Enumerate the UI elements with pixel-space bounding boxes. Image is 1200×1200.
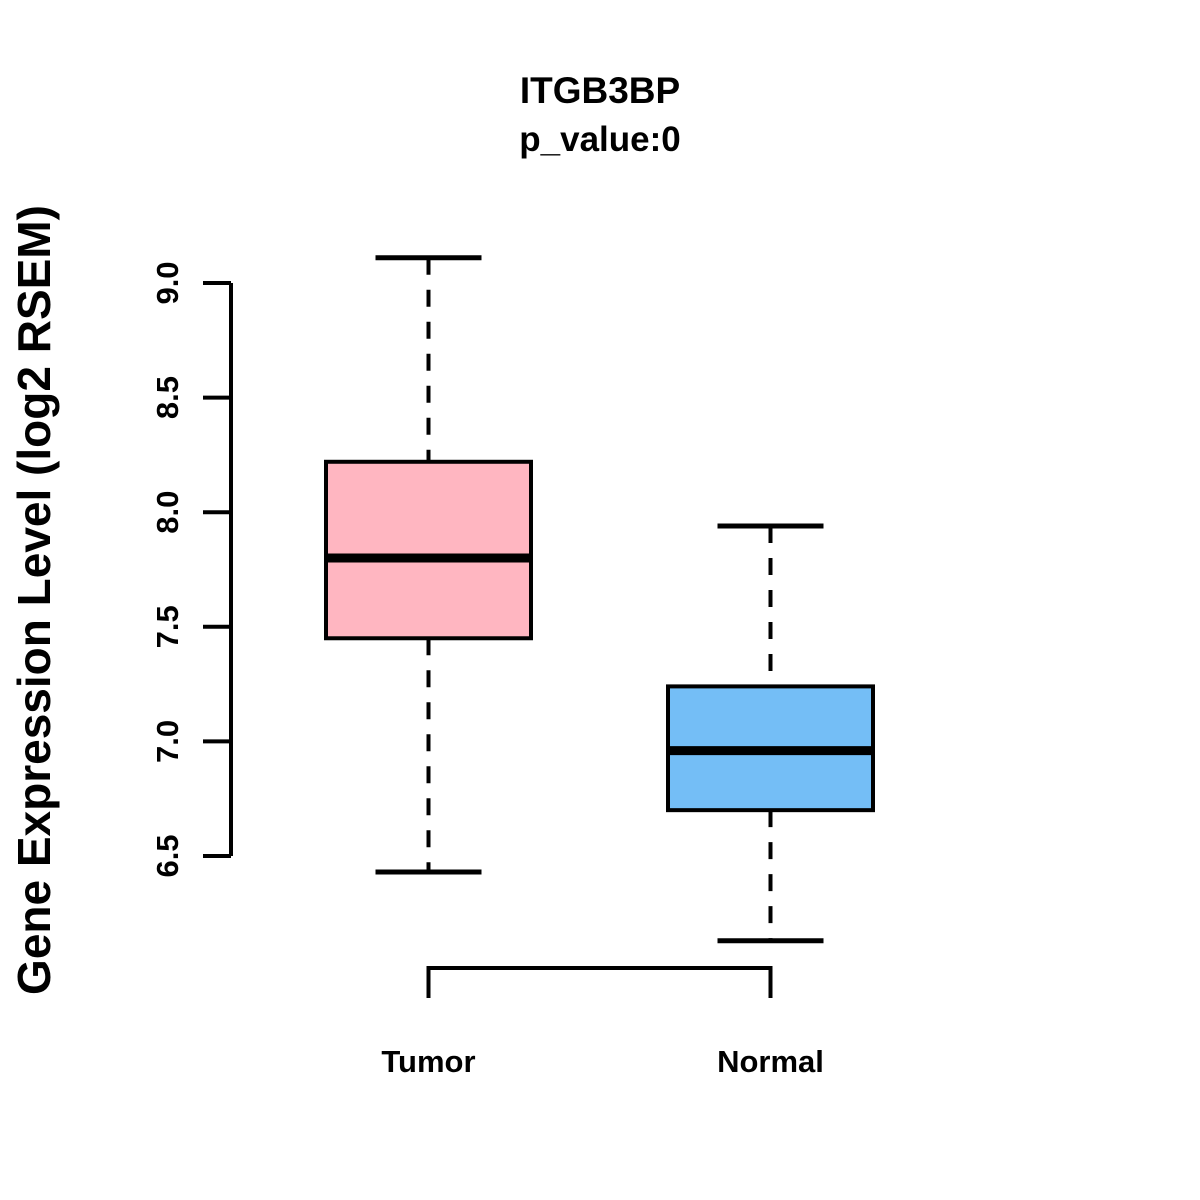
y-tick-label: 8.0 xyxy=(150,491,185,534)
y-tick-label: 9.0 xyxy=(150,261,185,304)
chart-title: ITGB3BP xyxy=(519,70,681,111)
y-tick-label: 7.5 xyxy=(150,605,185,648)
y-tick-label: 6.5 xyxy=(150,834,185,877)
box-tumor xyxy=(324,459,533,641)
x-category-label: Normal xyxy=(717,1044,824,1079)
y-axis-label: Gene Expression Level (log2 RSEM) xyxy=(8,205,60,995)
y-tick-label: 7.0 xyxy=(150,720,185,763)
y-tick-label: 8.5 xyxy=(150,376,185,419)
x-category-label: Tumor xyxy=(381,1044,475,1079)
chart-subtitle: p_value:0 xyxy=(519,120,681,159)
x-axis-bracket xyxy=(426,966,773,998)
